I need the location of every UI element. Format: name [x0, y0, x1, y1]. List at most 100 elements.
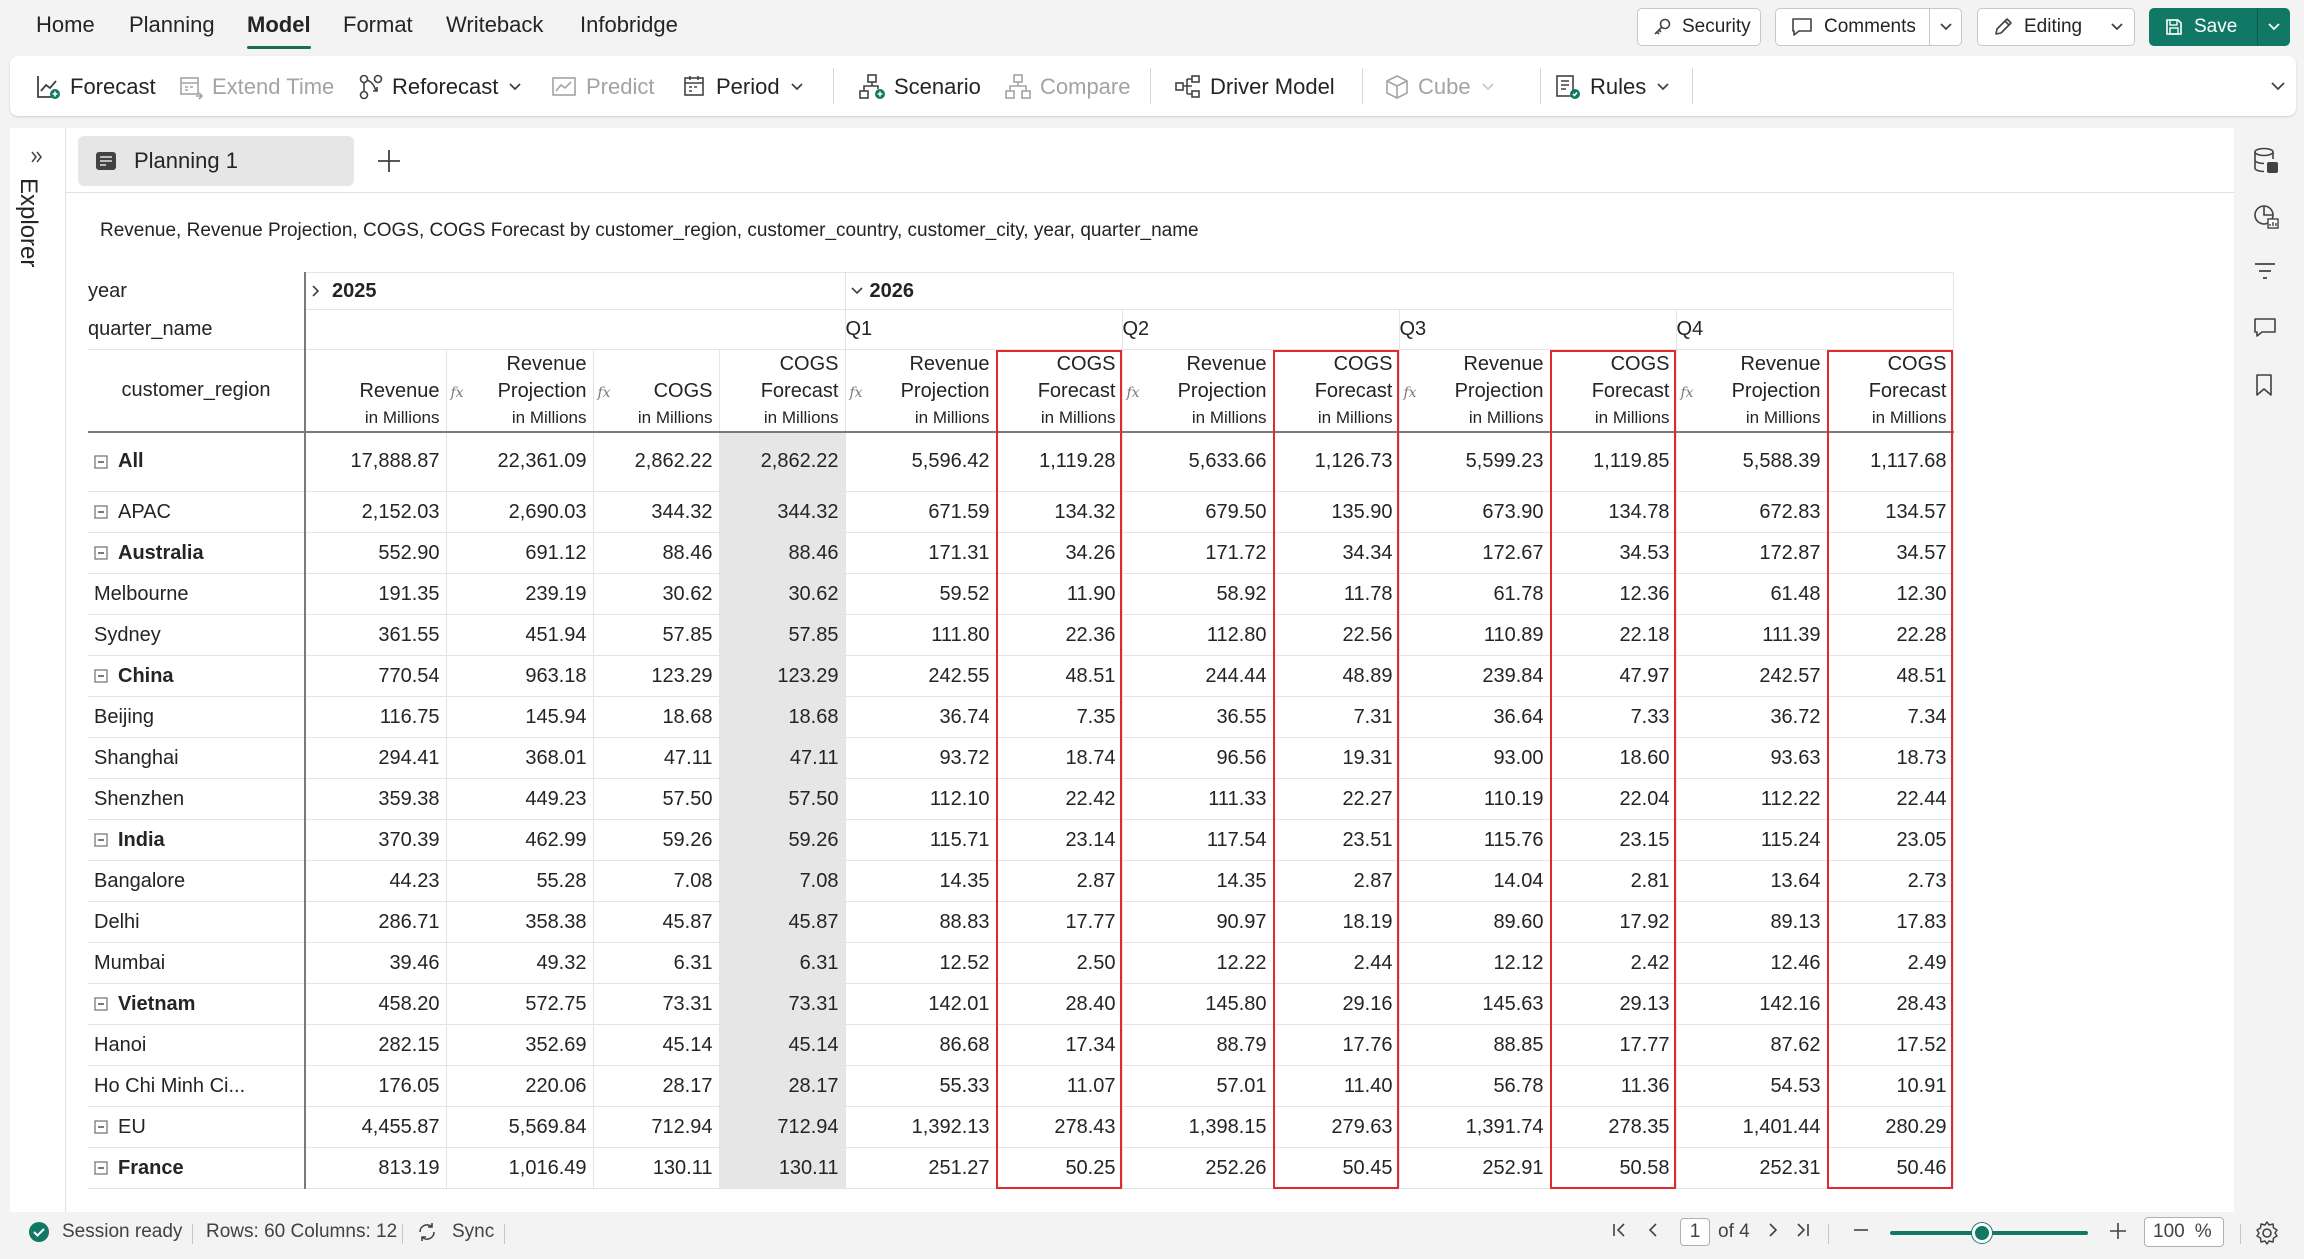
menu-format[interactable]: Format — [343, 12, 413, 37]
value-cell[interactable]: 14.35 — [844, 860, 997, 902]
value-cell[interactable]: 87.62 — [1675, 1024, 1828, 1066]
row-label-cell[interactable]: Shenzhen — [88, 778, 306, 820]
value-cell[interactable]: 2,862.22 — [718, 431, 846, 492]
value-cell[interactable]: 244.44 — [1121, 655, 1274, 697]
comments-panel-icon[interactable] — [2252, 316, 2278, 340]
value-cell[interactable]: 14.04 — [1398, 860, 1551, 902]
zoom-slider-thumb[interactable] — [1972, 1223, 1992, 1243]
value-cell[interactable]: 34.26 — [995, 532, 1123, 574]
value-cell[interactable]: 145.94 — [445, 696, 594, 738]
value-cell[interactable]: 7.08 — [718, 860, 846, 902]
row-label-cell[interactable]: EU — [88, 1106, 306, 1148]
value-cell[interactable]: 458.20 — [304, 983, 447, 1025]
measure-header[interactable]: COGS Forecast in Millions — [1272, 349, 1400, 433]
value-cell[interactable]: 93.00 — [1398, 737, 1551, 779]
value-cell[interactable]: 115.71 — [844, 819, 997, 861]
value-cell[interactable]: 2.50 — [995, 942, 1123, 984]
quarter-q2-header[interactable]: Q2 — [1121, 309, 1400, 350]
row-label-cell[interactable]: Australia — [88, 532, 306, 574]
value-cell[interactable]: 1,392.13 — [844, 1106, 997, 1148]
value-cell[interactable]: 55.28 — [445, 860, 594, 902]
value-cell[interactable]: 47.11 — [718, 737, 846, 779]
save-button[interactable]: Save — [2149, 8, 2290, 46]
value-cell[interactable]: 29.16 — [1272, 983, 1400, 1025]
value-cell[interactable]: 22.18 — [1549, 614, 1677, 656]
database-icon[interactable] — [2252, 146, 2280, 176]
value-cell[interactable]: 22.28 — [1826, 614, 1954, 656]
value-cell[interactable]: 18.73 — [1826, 737, 1954, 779]
row-label-cell[interactable]: Beijing — [88, 696, 306, 738]
value-cell[interactable]: 23.15 — [1549, 819, 1677, 861]
value-cell[interactable]: 2.87 — [1272, 860, 1400, 902]
collapse-minus-icon[interactable] — [94, 546, 108, 560]
value-cell[interactable]: 2.81 — [1549, 860, 1677, 902]
value-cell[interactable]: 191.35 — [304, 573, 447, 615]
value-cell[interactable]: 172.87 — [1675, 532, 1828, 574]
value-cell[interactable]: 50.25 — [995, 1147, 1123, 1189]
value-cell[interactable]: 145.63 — [1398, 983, 1551, 1025]
value-cell[interactable]: 22.56 — [1272, 614, 1400, 656]
quarter-q3-header[interactable]: Q3 — [1398, 309, 1677, 350]
value-cell[interactable]: 4,455.87 — [304, 1106, 447, 1148]
value-cell[interactable]: 5,633.66 — [1121, 431, 1274, 492]
value-cell[interactable]: 2.49 — [1826, 942, 1954, 984]
year-2025-header[interactable]: 2025 — [304, 272, 846, 310]
value-cell[interactable]: 1,119.85 — [1549, 431, 1677, 492]
value-cell[interactable]: 29.13 — [1549, 983, 1677, 1025]
value-cell[interactable]: 111.80 — [844, 614, 997, 656]
value-cell[interactable]: 12.30 — [1826, 573, 1954, 615]
value-cell[interactable]: 12.36 — [1549, 573, 1677, 615]
comments-button[interactable]: Comments — [1775, 8, 1962, 46]
value-cell[interactable]: 17.76 — [1272, 1024, 1400, 1066]
collapse-minus-icon[interactable] — [94, 505, 108, 519]
value-cell[interactable]: 449.23 — [445, 778, 594, 820]
value-cell[interactable]: 242.57 — [1675, 655, 1828, 697]
value-cell[interactable]: 115.24 — [1675, 819, 1828, 861]
value-cell[interactable]: 30.62 — [592, 573, 720, 615]
value-cell[interactable]: 50.45 — [1272, 1147, 1400, 1189]
value-cell[interactable]: 368.01 — [445, 737, 594, 779]
value-cell[interactable]: 5,599.23 — [1398, 431, 1551, 492]
value-cell[interactable]: 28.40 — [995, 983, 1123, 1025]
value-cell[interactable]: 1,119.28 — [995, 431, 1123, 492]
value-cell[interactable]: 30.62 — [718, 573, 846, 615]
value-cell[interactable]: 5,569.84 — [445, 1106, 594, 1148]
value-cell[interactable]: 22,361.09 — [445, 431, 594, 492]
zoom-in-button[interactable] — [2108, 1221, 2128, 1241]
collapse-chevron-down-icon[interactable] — [850, 285, 864, 297]
value-cell[interactable]: 17.77 — [1549, 1024, 1677, 1066]
value-cell[interactable]: 93.63 — [1675, 737, 1828, 779]
value-cell[interactable]: 359.38 — [304, 778, 447, 820]
value-cell[interactable]: 86.68 — [844, 1024, 997, 1066]
row-label-cell[interactable]: Melbourne — [88, 573, 306, 615]
row-label-cell[interactable]: Ho Chi Minh Ci... — [88, 1065, 306, 1107]
value-cell[interactable]: 135.90 — [1272, 491, 1400, 533]
value-cell[interactable]: 57.01 — [1121, 1065, 1274, 1107]
value-cell[interactable]: 57.85 — [592, 614, 720, 656]
value-cell[interactable]: 462.99 — [445, 819, 594, 861]
measure-header[interactable]: COGS Forecast in Millions — [718, 349, 846, 433]
period-button[interactable]: Period — [682, 72, 804, 102]
settings-button[interactable] — [2254, 1220, 2280, 1246]
value-cell[interactable]: 134.78 — [1549, 491, 1677, 533]
value-cell[interactable]: 770.54 — [304, 655, 447, 697]
value-cell[interactable]: 28.17 — [592, 1065, 720, 1107]
value-cell[interactable]: 10.91 — [1826, 1065, 1954, 1107]
page-number-input[interactable]: 1 of 4 — [1680, 1218, 1750, 1246]
value-cell[interactable]: 134.32 — [995, 491, 1123, 533]
value-cell[interactable]: 88.79 — [1121, 1024, 1274, 1066]
value-cell[interactable]: 48.51 — [1826, 655, 1954, 697]
value-cell[interactable]: 117.54 — [1121, 819, 1274, 861]
value-cell[interactable]: 61.48 — [1675, 573, 1828, 615]
menu-infobridge[interactable]: Infobridge — [580, 12, 678, 37]
value-cell[interactable]: 116.75 — [304, 696, 447, 738]
value-cell[interactable]: 73.31 — [592, 983, 720, 1025]
value-cell[interactable]: 2.44 — [1272, 942, 1400, 984]
value-cell[interactable]: 34.57 — [1826, 532, 1954, 574]
collapse-minus-icon[interactable] — [94, 1120, 108, 1134]
value-cell[interactable]: 14.35 — [1121, 860, 1274, 902]
value-cell[interactable]: 5,596.42 — [844, 431, 997, 492]
value-cell[interactable]: 12.52 — [844, 942, 997, 984]
value-cell[interactable]: 963.18 — [445, 655, 594, 697]
value-cell[interactable]: 36.74 — [844, 696, 997, 738]
